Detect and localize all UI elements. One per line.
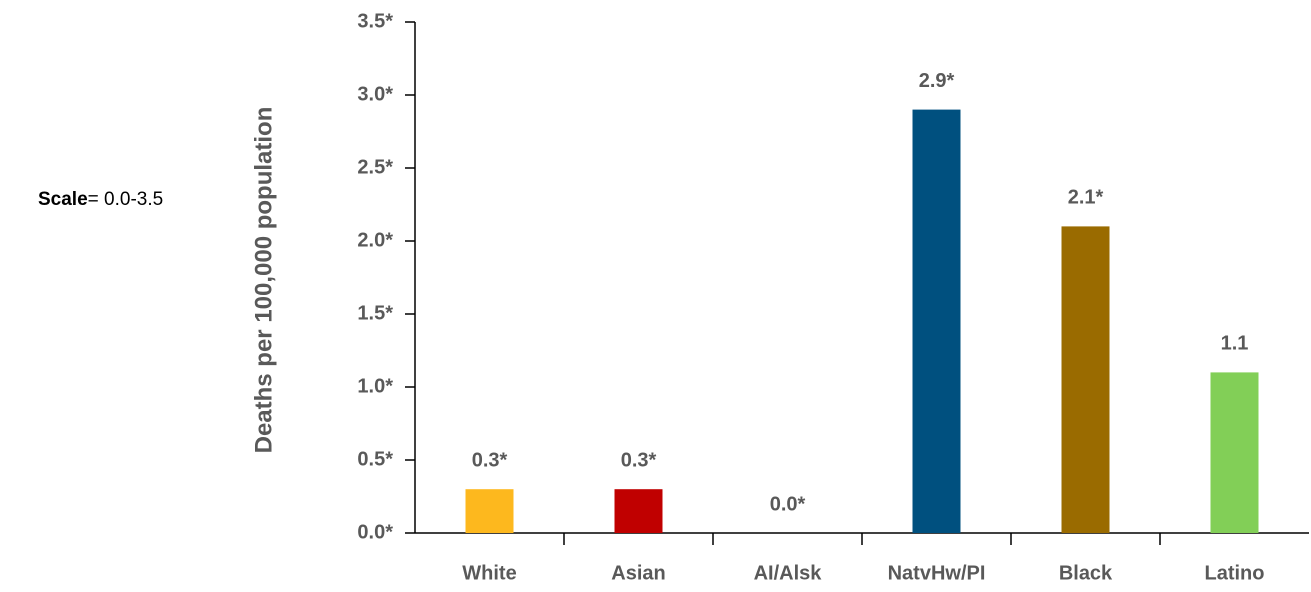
scale-label: Scale xyxy=(38,189,88,210)
y-tick-label: 0.0* xyxy=(357,521,393,543)
y-tick-label: 2.0* xyxy=(357,229,393,251)
bar xyxy=(614,489,663,533)
value-label: 1.1 xyxy=(1221,333,1249,355)
y-tick-label: 1.5* xyxy=(357,302,393,324)
bar xyxy=(1061,226,1110,533)
y-axis-label: Deaths per 100,000 population xyxy=(250,107,277,454)
x-tick-label: Black xyxy=(1059,562,1113,584)
bar xyxy=(465,489,514,533)
y-tick-label: 3.0* xyxy=(357,83,393,105)
y-tick-label: 0.5* xyxy=(357,448,393,470)
y-tick-label: 2.5* xyxy=(357,156,393,178)
scale-text: = 0.0-3.5 xyxy=(88,189,164,210)
value-label: 0.0* xyxy=(770,493,806,515)
y-tick-label: 1.0* xyxy=(357,375,393,397)
value-label: 2.9* xyxy=(919,70,955,92)
value-label: 2.1* xyxy=(1068,187,1104,209)
scale-annotation: Scale= 0.0-3.5 xyxy=(38,189,163,210)
x-tick-label: Asian xyxy=(611,562,665,584)
x-tick-label: White xyxy=(462,562,516,584)
bar xyxy=(1210,372,1259,533)
value-label: 0.3* xyxy=(621,449,657,471)
x-tick-label: Latino xyxy=(1205,562,1265,584)
y-tick-label: 3.5* xyxy=(357,10,393,32)
x-tick-label: AI/Alsk xyxy=(754,562,823,584)
bar xyxy=(912,109,961,533)
x-tick-label: NatvHw/PI xyxy=(888,562,986,584)
value-label: 0.3* xyxy=(472,449,508,471)
